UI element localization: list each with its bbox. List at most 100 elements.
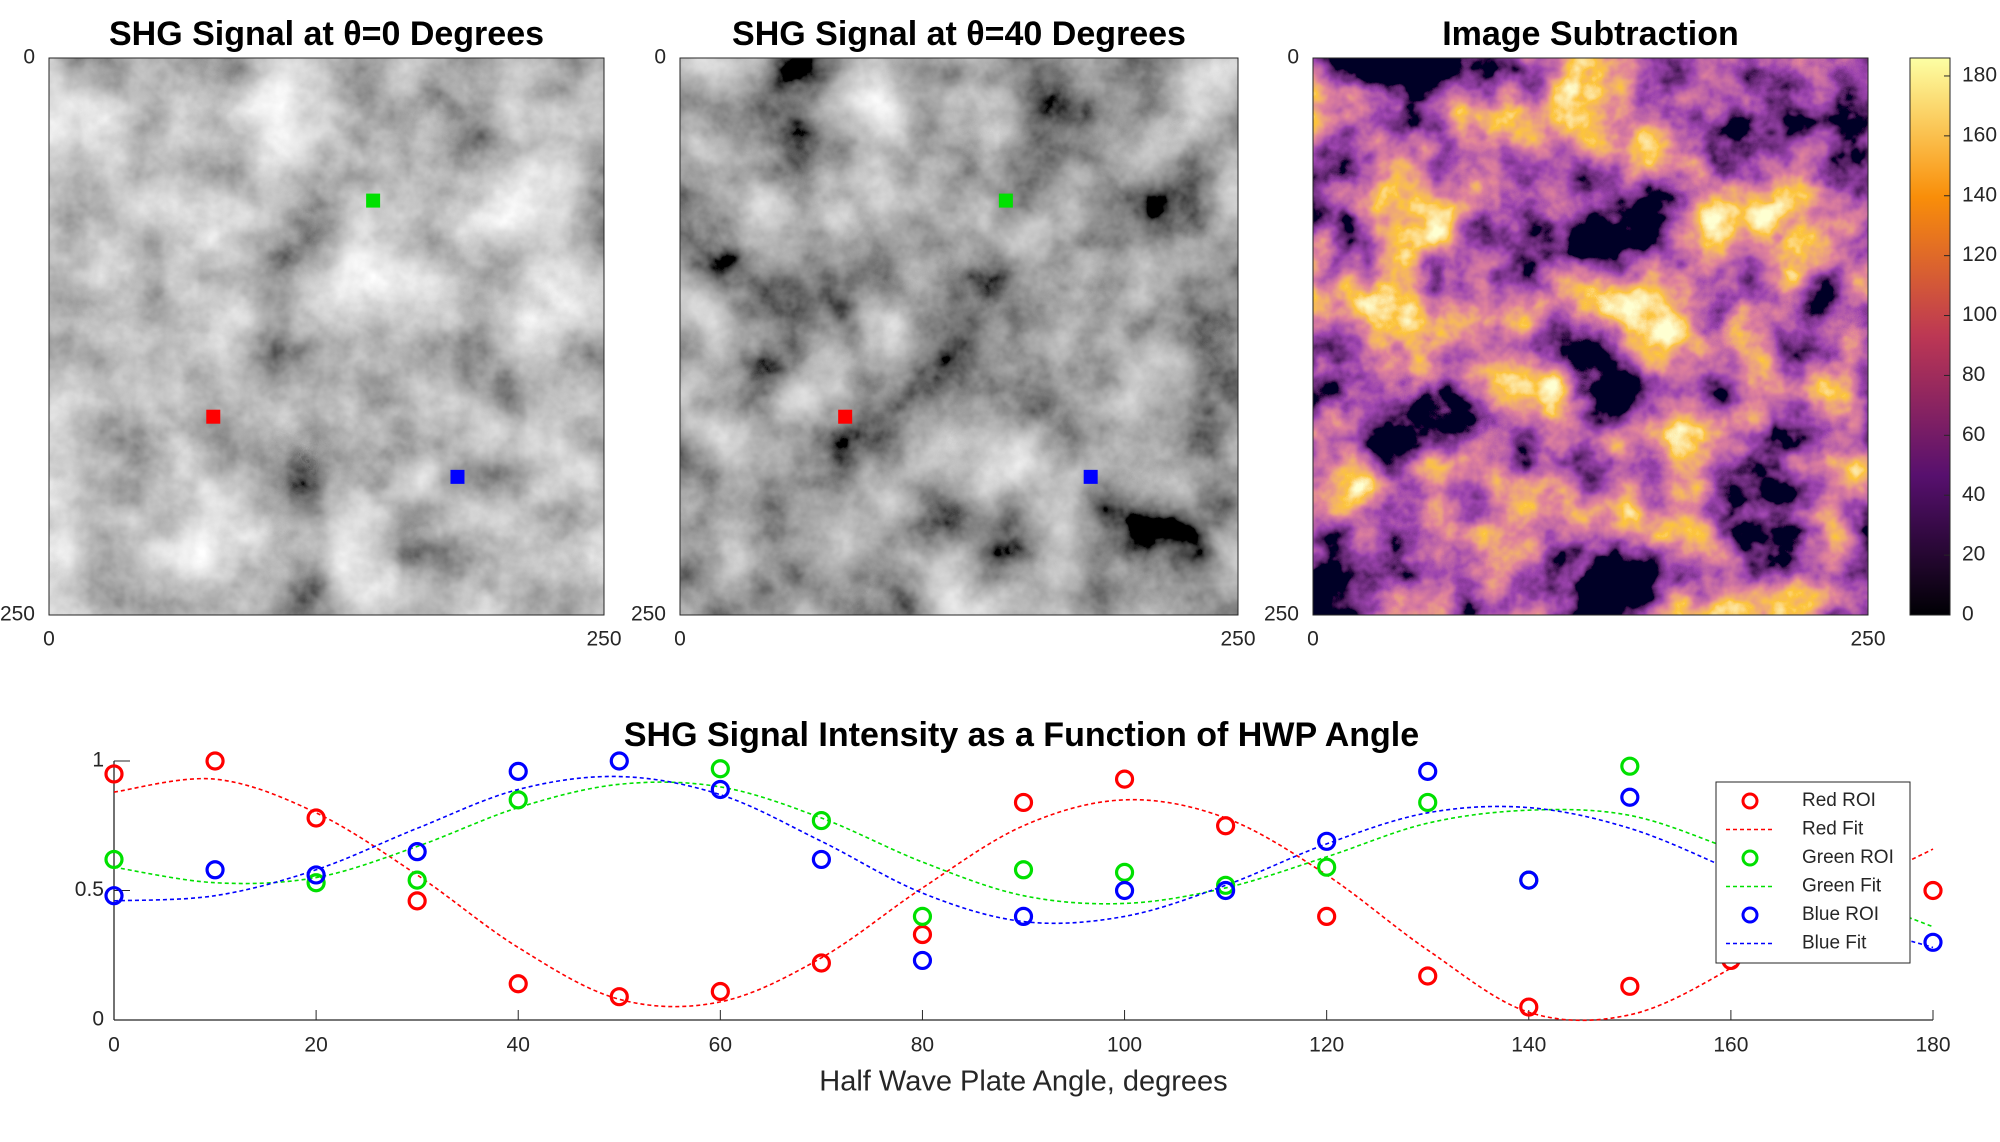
data-point [1317, 906, 1337, 927]
x-axis-label: Half Wave Plate Angle, degrees [819, 1066, 1227, 1098]
colorbar-tick-label: 120 [1962, 243, 1997, 266]
data-point [609, 751, 629, 771]
data-point [1216, 880, 1236, 901]
data-point [306, 865, 326, 885]
x-tick-label: 250 [1220, 628, 1255, 651]
x-tick-label: 0 [1307, 628, 1319, 651]
data-point [508, 790, 528, 810]
panel-title: SHG Signal at θ=40 Degrees [732, 15, 1186, 53]
y-tick-label: 0 [654, 46, 666, 69]
colorbar-tick-label: 100 [1962, 303, 1997, 326]
data-point [1114, 769, 1135, 789]
data-point [1418, 792, 1438, 813]
data-point [1519, 870, 1539, 890]
data-point [508, 974, 528, 994]
legend-label: Blue Fit [1802, 933, 1867, 954]
roi-marker [838, 409, 853, 424]
data-point [912, 906, 933, 927]
y-tick-label: 0 [23, 46, 35, 69]
panel-title: SHG Signal at θ=0 Degrees [109, 15, 544, 53]
y-tick-label: 0.5 [75, 878, 104, 901]
x-tick-label: 0 [108, 1034, 120, 1057]
data-point [104, 886, 124, 906]
data-point [1114, 862, 1135, 882]
x-tick-label: 60 [709, 1034, 732, 1057]
image-frame [1312, 57, 1869, 616]
data-point [912, 950, 933, 971]
colorbar-tick-label: 160 [1962, 123, 1997, 146]
x-tick-label: 160 [1713, 1034, 1748, 1057]
data-point [1013, 906, 1034, 927]
colorbar-tick-label: 80 [1962, 363, 1985, 386]
roi-marker [1083, 469, 1098, 484]
x-tick-label: 0 [674, 628, 686, 651]
data-point [912, 924, 933, 945]
data-point [811, 849, 831, 870]
data-point [306, 808, 326, 828]
legend-symbol [1741, 792, 1759, 810]
fit-line [113, 781, 1934, 928]
data-point [1114, 880, 1135, 901]
image [680, 58, 1238, 615]
legend-label: Green Fit [1802, 876, 1882, 897]
panel-title: Image Subtraction [1442, 15, 1739, 53]
data-point [508, 761, 528, 781]
data-point [306, 873, 326, 893]
chart-title: SHG Signal Intensity as a Function of HW… [624, 716, 1419, 754]
x-tick-label: 140 [1511, 1034, 1546, 1057]
data-point [407, 842, 427, 862]
data-point [1317, 857, 1337, 877]
legend-label: Green ROI [1802, 847, 1894, 868]
colorbar-tick-label: 60 [1962, 423, 1985, 446]
roi-marker [206, 409, 221, 424]
roi-marker [366, 193, 381, 208]
colorbar-tick-label: 40 [1962, 483, 1985, 506]
legend-label: Blue ROI [1802, 904, 1879, 925]
fit-line [113, 777, 1934, 1022]
colorbar-tick-label: 140 [1962, 183, 1997, 206]
x-tick-label: 40 [507, 1034, 530, 1057]
data-point [811, 953, 831, 973]
y-tick-label: 250 [1264, 603, 1299, 626]
legend [1715, 781, 1911, 964]
data-point [1620, 976, 1640, 996]
data-point [407, 891, 427, 911]
x-tick-label: 180 [1915, 1034, 1950, 1057]
legend-label: Red Fit [1802, 819, 1864, 840]
data-point [710, 759, 730, 779]
y-tick-label: 1 [92, 749, 104, 772]
x-tick-label: 80 [911, 1034, 934, 1057]
image [1313, 58, 1868, 615]
data-point [1620, 787, 1640, 807]
roi-marker [450, 469, 465, 484]
colorbar-tick-label: 0 [1962, 603, 1974, 626]
colorbar [1909, 57, 1951, 616]
x-tick-label: 250 [586, 628, 621, 651]
y-tick-label: 250 [0, 603, 35, 626]
data-point [1620, 756, 1640, 776]
legend-symbol [1741, 906, 1759, 924]
data-point [710, 981, 730, 1002]
image-frame [48, 57, 605, 616]
data-point [1923, 932, 1943, 952]
x-tick-label: 100 [1107, 1034, 1142, 1057]
y-tick-label: 0 [1287, 46, 1299, 69]
x-tick-label: 0 [43, 628, 55, 651]
x-tick-label: 120 [1309, 1034, 1344, 1057]
image [49, 58, 604, 615]
y-tick-label: 0 [92, 1008, 104, 1031]
data-point [609, 987, 629, 1007]
image-frame [679, 57, 1239, 616]
data-point [205, 860, 225, 880]
data-point [1923, 880, 1943, 901]
data-point [1418, 761, 1438, 781]
data-point [1013, 860, 1034, 880]
colorbar-tick-label: 20 [1962, 543, 1985, 566]
data-point [104, 764, 124, 784]
roi-marker [998, 193, 1013, 208]
x-tick-label: 250 [1850, 628, 1885, 651]
data-point [710, 779, 730, 800]
data-point [1519, 997, 1539, 1017]
x-tick-label: 20 [304, 1034, 327, 1057]
